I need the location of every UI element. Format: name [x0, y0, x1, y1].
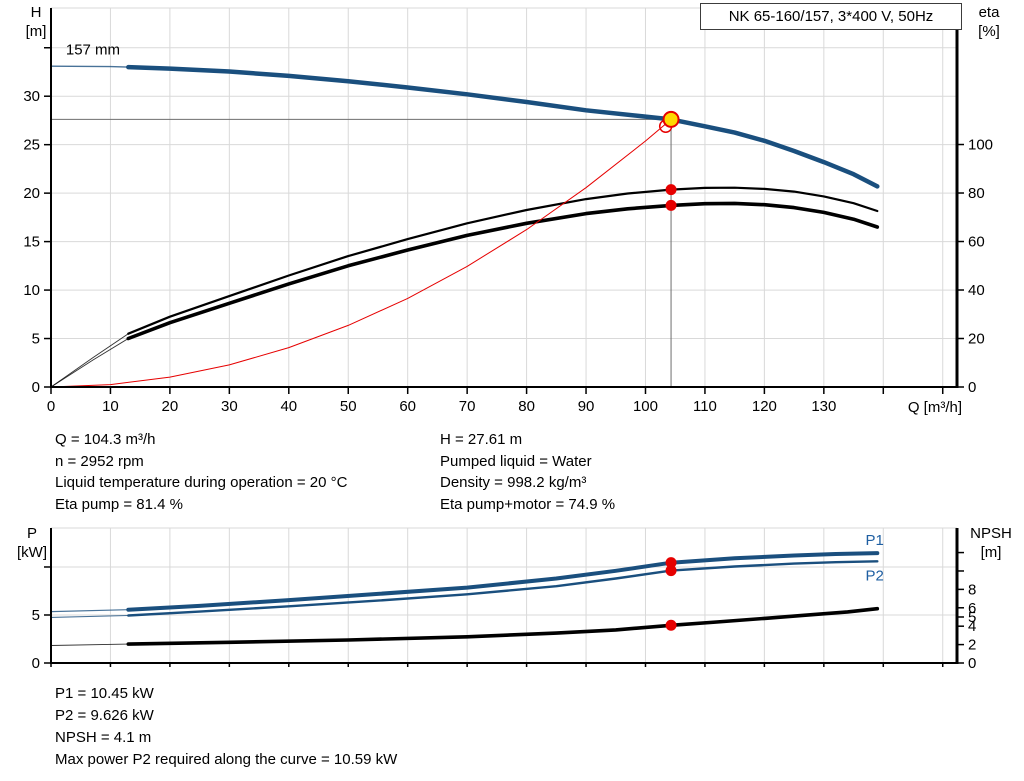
svg-text:60: 60	[399, 398, 416, 415]
svg-text:90: 90	[578, 398, 595, 415]
svg-text:60: 60	[968, 234, 985, 251]
pump-curve-157mm	[126, 64, 880, 189]
svg-text:70: 70	[459, 398, 476, 415]
impeller-diameter-label: 157 mm	[66, 42, 120, 59]
svg-text:30: 30	[221, 398, 238, 415]
duty-info-right-column: H = 27.61 m Pumped liquid = Water Densit…	[440, 429, 615, 515]
svg-text:50: 50	[340, 398, 357, 415]
p1-curve-leadin	[50, 552, 878, 613]
power-info-column: P1 = 10.45 kW P2 = 9.626 kW NPSH = 4.1 m…	[55, 683, 397, 771]
pump-title-box: NK 65-160/157, 3*400 V, 50Hz	[700, 3, 962, 30]
pump-curve-157mm-leadin	[50, 65, 878, 188]
info-flow: Q = 104.3 m³/h	[55, 431, 156, 448]
svg-text:20: 20	[162, 398, 179, 415]
svg-text:10: 10	[102, 398, 119, 415]
eta-pump-motor-curve-leadin	[50, 202, 878, 388]
npsh-axis-label: NPSH [m]	[960, 524, 1022, 562]
pump-title: NK 65-160/157, 3*400 V, 50Hz	[728, 8, 934, 25]
info-liquid-temperature: Liquid temperature during operation = 20…	[55, 474, 348, 491]
info-head: H = 27.61 m	[440, 431, 523, 448]
p2-point	[665, 565, 677, 577]
h-axis-label: H [m]	[16, 3, 56, 41]
npsh-axis-name: NPSH	[970, 525, 1012, 542]
svg-text:5: 5	[32, 607, 40, 624]
npsh-curve	[126, 606, 880, 646]
eta-pump-motor-point	[665, 199, 677, 211]
svg-text:80: 80	[518, 398, 535, 415]
svg-text:10: 10	[23, 282, 40, 299]
svg-text:0: 0	[968, 379, 976, 396]
info-npsh: NPSH = 4.1 m	[55, 729, 152, 746]
svg-text:5: 5	[968, 609, 976, 626]
eta-pump-motor-curve	[126, 201, 880, 341]
npsh-point	[665, 619, 677, 631]
svg-text:0: 0	[32, 379, 40, 396]
p1-curve	[126, 551, 880, 612]
p2-curve	[127, 560, 879, 617]
svg-text:120: 120	[752, 398, 777, 415]
svg-text:0: 0	[32, 655, 40, 672]
p-axis-label: P [kW]	[8, 524, 56, 562]
svg-text:30: 30	[23, 88, 40, 105]
svg-text:40: 40	[280, 398, 297, 415]
svg-text:0: 0	[47, 398, 55, 415]
svg-text:5: 5	[32, 331, 40, 348]
svg-text:25: 25	[23, 137, 40, 154]
svg-text:110: 110	[693, 398, 717, 415]
duty-info-left-column: Q = 104.3 m³/h n = 2952 rpm Liquid tempe…	[55, 429, 347, 515]
eta-pump-curve-leadin	[50, 187, 878, 388]
p-axis-name: P	[26, 525, 37, 542]
svg-text:100: 100	[633, 398, 658, 415]
info-speed: n = 2952 rpm	[55, 452, 144, 470]
info-p1: P1 = 10.45 kW	[55, 685, 154, 702]
svg-text:20: 20	[23, 185, 40, 202]
svg-text:130: 130	[811, 398, 836, 415]
info-max-power: Max power P2 required along the curve = …	[55, 751, 398, 768]
npsh-axis-unit: [m]	[980, 544, 1002, 561]
svg-text:0: 0	[968, 655, 976, 672]
eta-axis-label: eta [%]	[964, 3, 1014, 41]
p1-point	[665, 557, 677, 569]
svg-text:4: 4	[968, 618, 976, 635]
h-axis-unit: [m]	[25, 23, 47, 40]
info-density: Density = 998.2 kg/m³	[440, 474, 587, 491]
info-pumped-liquid: Pumped liquid = Water	[440, 452, 592, 470]
svg-text:15: 15	[23, 234, 40, 251]
operating-point	[662, 110, 680, 128]
eta-axis-unit: [%]	[978, 23, 1000, 40]
svg-text:40: 40	[968, 282, 985, 299]
info-eta-pump: Eta pump = 81.4 %	[55, 495, 183, 513]
info-p2: P2 = 9.626 kW	[55, 707, 154, 724]
info-eta-pump-motor: Eta pump+motor = 74.9 %	[440, 495, 616, 513]
svg-text:20: 20	[968, 331, 985, 348]
svg-text:8: 8	[968, 581, 976, 598]
svg-text:6: 6	[968, 600, 976, 617]
p1-curve-label: P1	[865, 532, 883, 549]
npsh-curve-leadin	[50, 608, 878, 646]
p2-curve-label: P2	[865, 567, 883, 584]
eta-pump-point	[665, 184, 677, 196]
eta-pump-curve	[127, 186, 879, 335]
system-curve	[50, 119, 672, 388]
p-axis-unit: [kW]	[17, 544, 47, 561]
svg-text:100: 100	[968, 137, 993, 154]
svg-text:2: 2	[968, 637, 976, 654]
h-axis-name: H	[30, 4, 42, 21]
q-axis-label: Q [m³/h]	[907, 399, 962, 416]
svg-text:80: 80	[968, 185, 985, 202]
eta-axis-name: eta	[978, 4, 1000, 21]
